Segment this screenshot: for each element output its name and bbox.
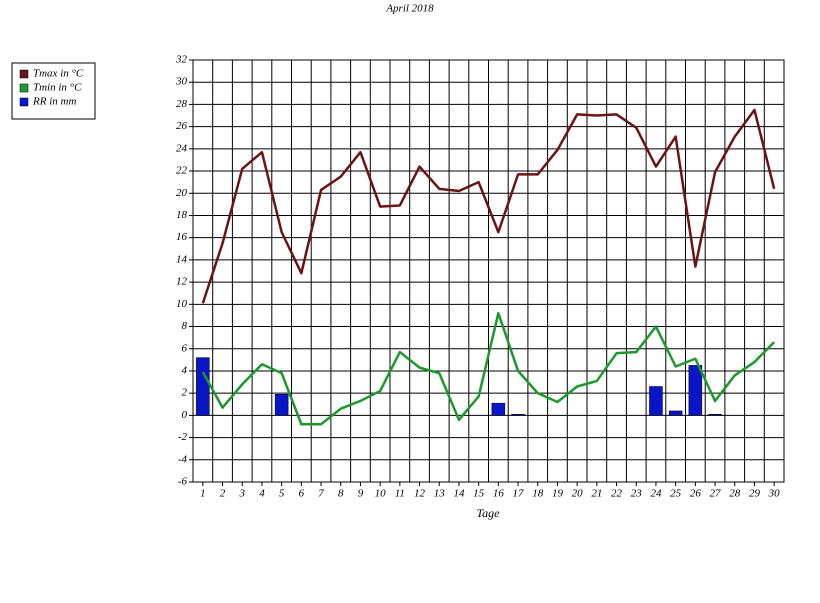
bar: [491, 402, 506, 416]
x-tick-label: 27: [710, 488, 722, 500]
y-tick-label: 14: [176, 253, 188, 265]
x-tick-label: 11: [395, 488, 405, 500]
legend-label: RR in mm: [32, 96, 76, 108]
x-tick-label: 28: [729, 488, 741, 500]
y-tick-label: -2: [178, 431, 188, 443]
chart-title: April 2018: [385, 3, 434, 15]
y-tick-label: 8: [182, 320, 188, 332]
legend-swatch: [19, 83, 29, 93]
x-axis-label: Tage: [477, 506, 501, 520]
bar: [511, 414, 525, 416]
x-tick-label: 23: [631, 488, 643, 500]
legend-label: Tmin in °C: [33, 82, 82, 94]
x-tick-label: 14: [453, 488, 465, 500]
x-tick-label: 13: [434, 488, 446, 500]
y-tick-label: 28: [176, 98, 188, 110]
y-tick-label: 32: [175, 54, 188, 66]
y-tick-label: 16: [176, 231, 188, 243]
x-tick-label: 25: [670, 488, 682, 500]
x-tick-label: 4: [259, 488, 265, 500]
x-tick-label: 18: [532, 488, 544, 500]
legend-swatch: [19, 69, 29, 79]
y-tick-label: 10: [176, 298, 188, 310]
x-tick-label: 6: [299, 488, 305, 500]
x-tick-label: 15: [473, 488, 485, 500]
bar: [649, 386, 663, 416]
legend-swatch: [19, 97, 29, 107]
bar: [196, 357, 210, 416]
x-tick-label: 3: [239, 488, 246, 500]
x-tick-label: 26: [690, 488, 702, 500]
legend-label: Tmax in °C: [33, 68, 84, 80]
y-tick-label: -6: [178, 476, 188, 488]
x-tick-label: 2: [220, 488, 226, 500]
bar: [708, 414, 722, 416]
x-tick-label: 9: [358, 488, 364, 500]
line: [201, 311, 776, 426]
x-tick-label: 10: [375, 488, 387, 500]
line: [201, 108, 776, 304]
x-tick-label: 20: [572, 488, 584, 500]
x-tick-label: 19: [552, 488, 564, 500]
y-tick-label: 22: [176, 165, 188, 177]
bar: [668, 410, 683, 416]
x-tick-label: 29: [749, 488, 761, 500]
y-tick-label: 18: [176, 209, 188, 221]
y-tick-label: 20: [176, 187, 188, 199]
y-tick-label: 0: [182, 409, 188, 421]
x-tick-label: 8: [338, 488, 344, 500]
x-tick-label: 7: [318, 488, 324, 500]
x-tick-label: 5: [279, 488, 285, 500]
y-tick-label: 24: [176, 142, 188, 154]
y-tick-label: 2: [182, 387, 188, 399]
x-tick-label: 12: [414, 488, 426, 500]
y-tick-label: -4: [178, 453, 188, 465]
y-tick-label: 12: [176, 276, 188, 288]
x-tick-label: 1: [200, 488, 206, 500]
x-tick-label: 16: [493, 488, 505, 500]
plot-border: [192, 59, 785, 483]
x-tick-label: 21: [591, 488, 602, 500]
x-tick-label: 17: [513, 488, 525, 500]
bar: [688, 365, 703, 416]
y-tick-label: 26: [176, 120, 188, 132]
y-tick-label: 6: [182, 342, 188, 354]
bar: [274, 394, 289, 416]
x-tick-label: 30: [768, 488, 781, 500]
y-tick-label: 30: [175, 76, 188, 88]
x-tick-label: 24: [650, 488, 662, 500]
y-tick-label: 4: [182, 364, 188, 376]
x-tick-label: 22: [611, 488, 623, 500]
